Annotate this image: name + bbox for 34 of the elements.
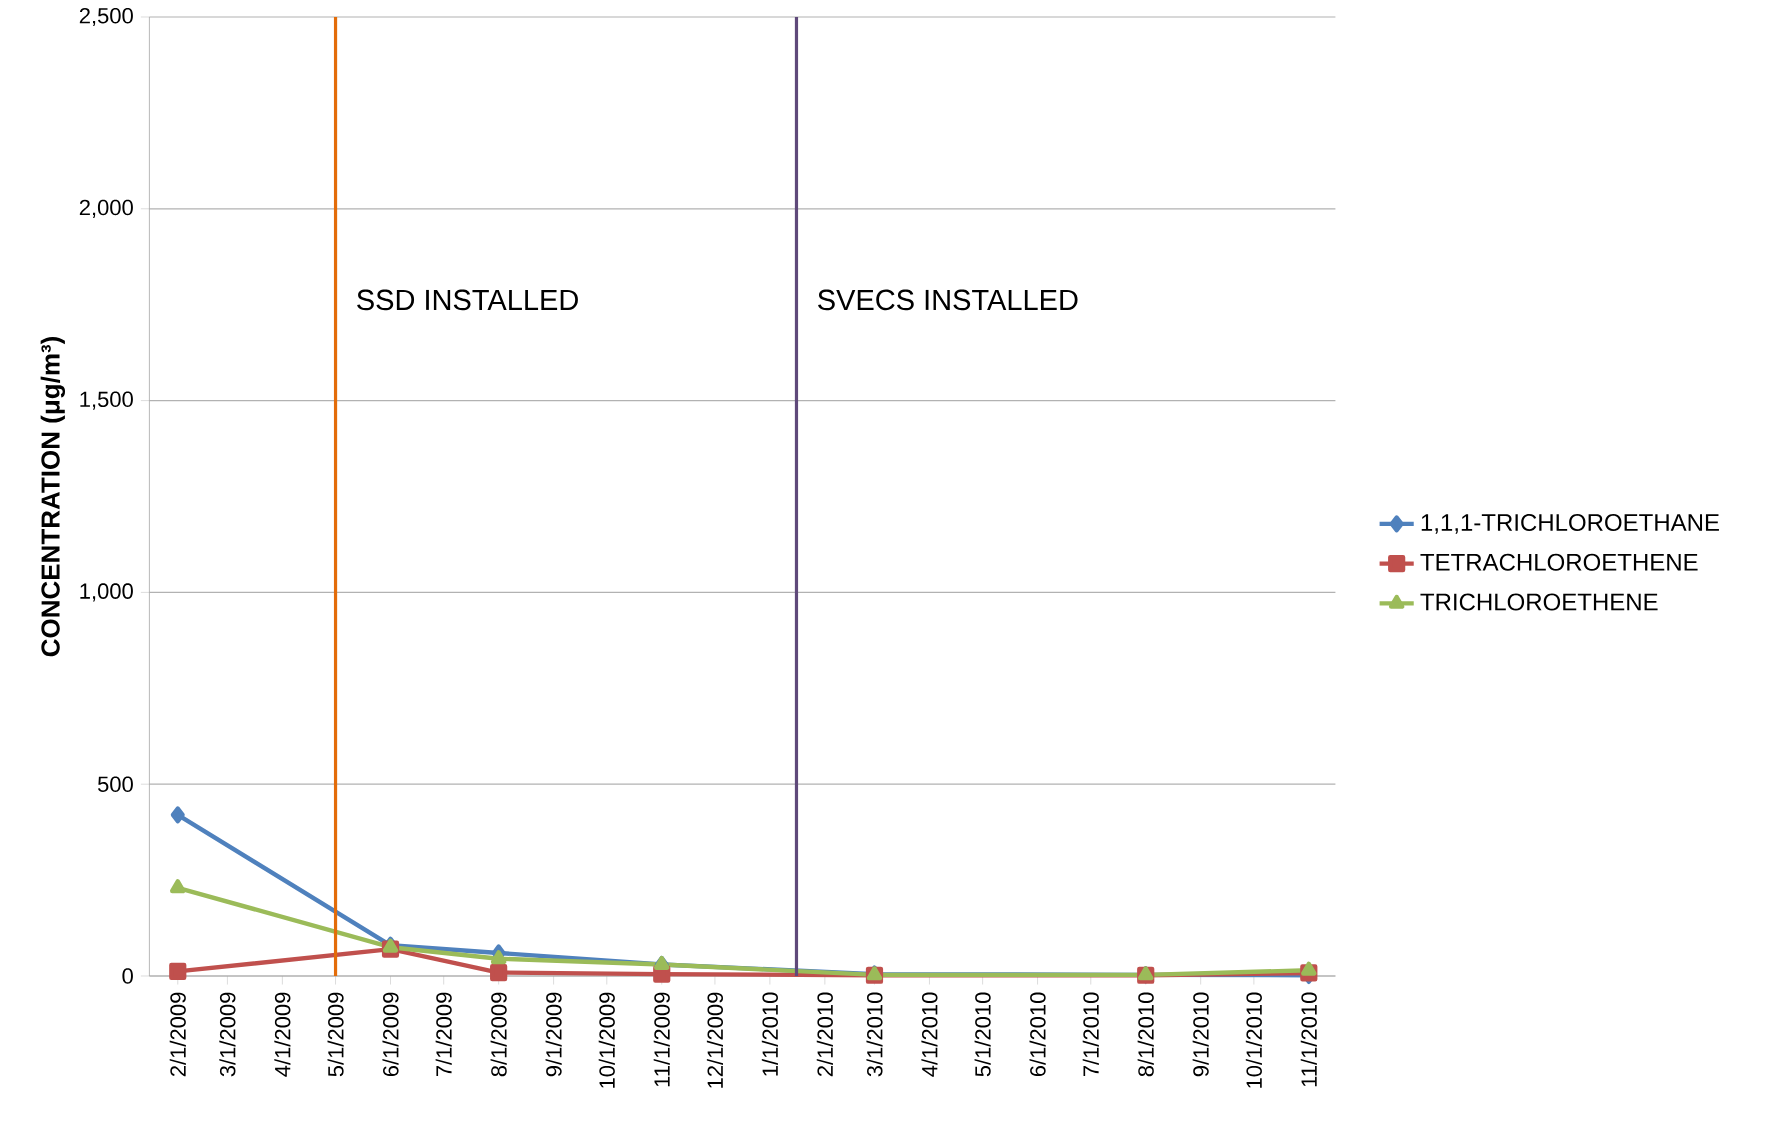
x-tick-label: 11/1/2009 bbox=[653, 992, 670, 1087]
x-tick-label: 8/1/2010 bbox=[1137, 992, 1154, 1077]
y-tick-label: 500 bbox=[97, 776, 133, 792]
x-tick-label: 10/1/2010 bbox=[1245, 992, 1262, 1088]
y-tick-label: 0 bbox=[122, 968, 133, 984]
x-tick-label: 10/1/2009 bbox=[598, 992, 615, 1088]
x-tick-label: 2/1/2009 bbox=[169, 992, 186, 1077]
x-tick-label: 9/1/2010 bbox=[1192, 992, 1209, 1077]
legend-label: TETRACHLOROETHENE bbox=[1420, 553, 1698, 571]
x-tick-label: 2/1/2010 bbox=[816, 992, 833, 1077]
x-tick-label: 4/1/2009 bbox=[274, 992, 291, 1077]
x-tick-label: 7/1/2009 bbox=[435, 992, 452, 1077]
x-tick-label: 6/1/2009 bbox=[382, 992, 399, 1077]
legend-label: 1,1,1-TRICHLOROETHANE bbox=[1421, 514, 1719, 534]
x-tick-label: 3/1/2009 bbox=[219, 992, 236, 1077]
y-tick-label: 2,000 bbox=[79, 199, 133, 218]
x-tick-label: 7/1/2010 bbox=[1082, 992, 1099, 1077]
ref-line-label: SVECS INSTALLED bbox=[818, 289, 1078, 311]
x-tick-label: 12/1/2009 bbox=[706, 992, 724, 1088]
y-tick-label: 1,500 bbox=[80, 391, 133, 410]
x-tick-label: 3/1/2010 bbox=[866, 992, 883, 1077]
x-tick-label: 1/1/2010 bbox=[761, 992, 778, 1076]
y-tick-label: 1,000 bbox=[80, 583, 133, 602]
x-tick-label: 9/1/2009 bbox=[545, 992, 562, 1077]
y-axis-title: CONCENTRATION (μg/m³) bbox=[40, 337, 66, 657]
x-tick-label: 8/1/2009 bbox=[490, 992, 507, 1077]
x-tick-label: 6/1/2010 bbox=[1029, 992, 1046, 1077]
x-tick-label: 5/1/2009 bbox=[327, 992, 344, 1077]
ref-line-label: SSD INSTALLED bbox=[357, 289, 578, 311]
legend-label: TRICHLOROETHENE bbox=[1420, 593, 1658, 611]
x-tick-label: 5/1/2010 bbox=[974, 992, 991, 1077]
y-tick-label: 2,500 bbox=[79, 7, 133, 27]
x-tick-label: 4/1/2010 bbox=[921, 992, 938, 1077]
x-tick-label: 11/1/2010 bbox=[1300, 992, 1317, 1087]
